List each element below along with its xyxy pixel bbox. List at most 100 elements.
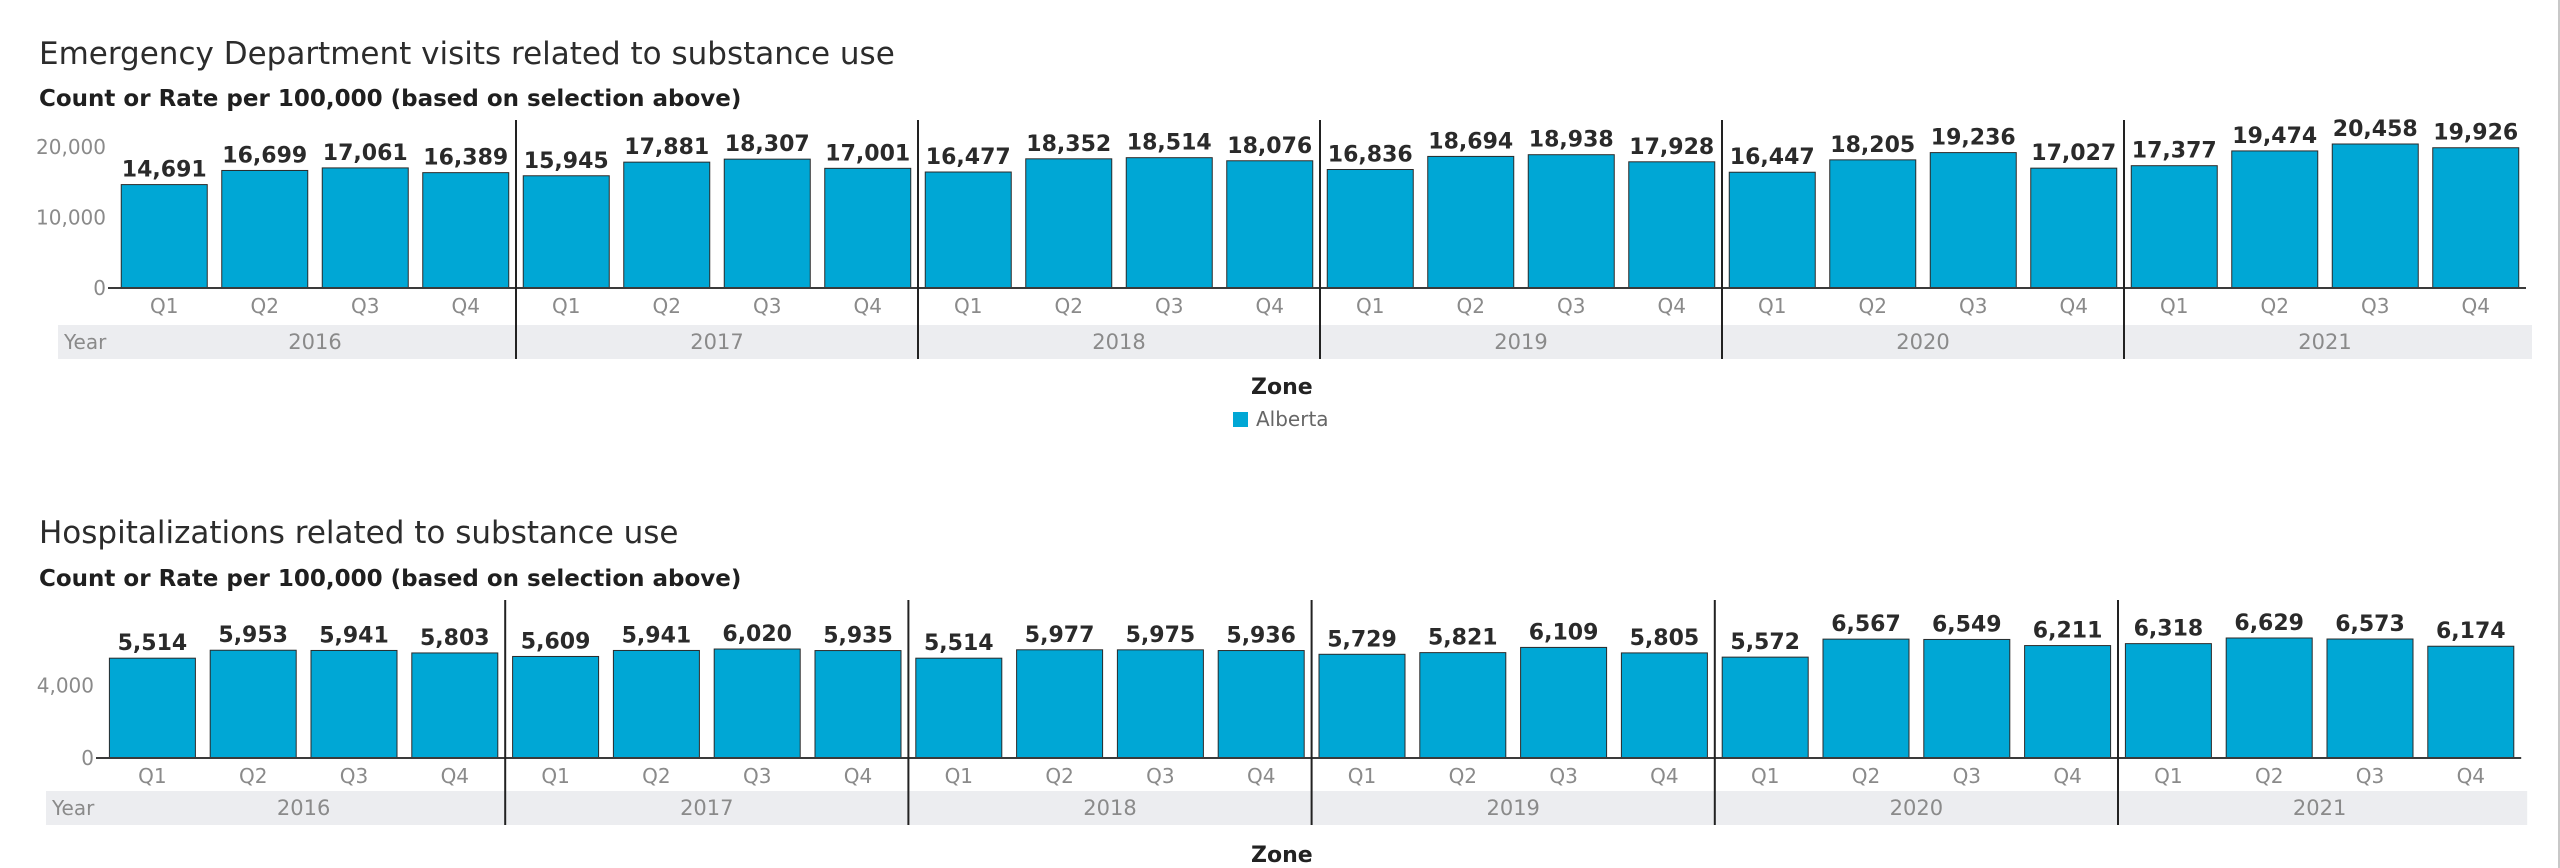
bar	[1016, 649, 1104, 759]
data-label: 18,205	[1830, 133, 1915, 158]
data-label: 16,389	[423, 146, 508, 171]
data-label: 6,318	[2134, 617, 2204, 642]
data-label: 6,549	[1932, 612, 2002, 637]
data-label: 19,926	[2433, 121, 2518, 146]
legend-item-alberta[interactable]: Alberta	[1233, 407, 1329, 431]
quarter-tick-label: Q3	[1146, 764, 1174, 788]
quarter-tick-label: Q2	[1045, 764, 1073, 788]
data-label: 6,211	[2033, 619, 2103, 644]
data-label: 5,609	[521, 629, 591, 654]
quarter-tick-label: Q2	[1859, 294, 1887, 318]
bar	[2432, 147, 2520, 289]
data-label: 16,477	[926, 145, 1011, 170]
bar	[1923, 638, 2011, 759]
quarter-tick-label: Q2	[642, 764, 670, 788]
bar	[120, 184, 208, 289]
quarter-tick-label: Q1	[1348, 764, 1376, 788]
data-label: 5,975	[1126, 623, 1196, 648]
data-label: 18,352	[1026, 132, 1111, 157]
bar	[1822, 638, 1910, 759]
quarter-tick-label: Q2	[2261, 294, 2289, 318]
data-label: 6,109	[1529, 620, 1599, 645]
quarter-tick-label: Q2	[1457, 294, 1485, 318]
quarter-tick-label: Q4	[2457, 764, 2485, 788]
year-label: 2020	[1890, 796, 1943, 820]
y-tick-label: 0	[81, 746, 94, 770]
hosp-chart-subtitle: Count or Rate per 100,000 (based on sele…	[39, 566, 742, 592]
y-tick-label: 10,000	[36, 206, 106, 230]
quarter-tick-label: Q4	[1247, 764, 1275, 788]
data-label: 5,729	[1327, 627, 1397, 652]
year-band	[46, 791, 2528, 825]
year-band-label: Year	[63, 330, 107, 354]
quarter-tick-label: Q1	[954, 294, 982, 318]
quarter-tick-label: Q3	[1549, 764, 1577, 788]
year-label: 2019	[1486, 796, 1539, 820]
data-label: 5,514	[924, 631, 994, 656]
data-label: 17,027	[2031, 141, 2116, 166]
bar	[612, 649, 700, 759]
bar	[1728, 171, 1816, 289]
data-label: 5,821	[1428, 626, 1498, 651]
data-label: 17,061	[323, 141, 408, 166]
scrollbar-edge[interactable]	[2558, 0, 2560, 868]
data-label: 6,020	[722, 622, 792, 647]
data-label: 14,691	[122, 158, 207, 183]
bar	[924, 171, 1012, 289]
quarter-tick-label: Q1	[150, 294, 178, 318]
data-label: 19,474	[2232, 124, 2317, 149]
bar	[1527, 154, 1615, 289]
quarter-tick-label: Q3	[1959, 294, 1987, 318]
bar	[1620, 652, 1708, 759]
quarter-tick-label: Q3	[753, 294, 781, 318]
data-label: 5,803	[420, 626, 490, 651]
quarter-tick-label: Q3	[1557, 294, 1585, 318]
data-label: 20,458	[2333, 117, 2418, 142]
quarter-tick-label: Q4	[1256, 294, 1284, 318]
bar	[1419, 652, 1507, 759]
year-label: 2017	[690, 330, 743, 354]
bar	[2130, 165, 2218, 289]
bar	[512, 655, 600, 759]
ed-visits-bar-chart: Year 0 10,000 20,000 14,691 Q1 16,699 Q2 17,061 Q…	[36, 117, 2532, 359]
data-label: 17,377	[2132, 139, 2217, 164]
year-label: 2017	[680, 796, 733, 820]
bar	[2124, 643, 2212, 759]
quarter-tick-label: Q3	[1953, 764, 1981, 788]
quarter-tick-label: Q2	[239, 764, 267, 788]
bar	[1318, 653, 1406, 759]
quarter-tick-label: Q1	[541, 764, 569, 788]
bar	[310, 649, 398, 759]
quarter-tick-label: Q2	[1449, 764, 1477, 788]
quarter-tick-label: Q2	[1852, 764, 1880, 788]
data-label: 18,514	[1127, 131, 1212, 156]
bar	[1326, 168, 1414, 289]
quarter-tick-label: Q3	[340, 764, 368, 788]
data-label: 18,694	[1428, 129, 1513, 154]
data-label: 18,076	[1227, 134, 1312, 159]
data-label: 5,941	[622, 623, 692, 648]
data-label: 15,945	[524, 149, 609, 174]
bar	[411, 652, 499, 759]
quarter-tick-label: Q3	[2361, 294, 2389, 318]
data-label: 5,935	[823, 624, 893, 649]
bar	[1125, 157, 1213, 289]
bar	[221, 169, 309, 289]
quarter-tick-label: Q2	[1055, 294, 1083, 318]
quarter-tick-label: Q4	[1658, 294, 1686, 318]
quarter-tick-label: Q1	[945, 764, 973, 788]
zone-legend-title: Zone	[1251, 375, 1313, 400]
year-label: 2018	[1083, 796, 1136, 820]
quarter-tick-label: Q1	[138, 764, 166, 788]
data-label: 6,573	[2335, 612, 2405, 637]
quarter-tick-label: Q4	[2060, 294, 2088, 318]
data-label: 6,567	[1831, 612, 1901, 637]
data-label: 5,572	[1730, 630, 1800, 655]
quarter-tick-label: Q3	[1155, 294, 1183, 318]
year-label: 2019	[1494, 330, 1547, 354]
data-label: 5,936	[1226, 624, 1296, 649]
bar	[2030, 167, 2118, 289]
bar	[108, 657, 196, 759]
data-label: 5,805	[1630, 626, 1700, 651]
bar	[1628, 161, 1716, 289]
